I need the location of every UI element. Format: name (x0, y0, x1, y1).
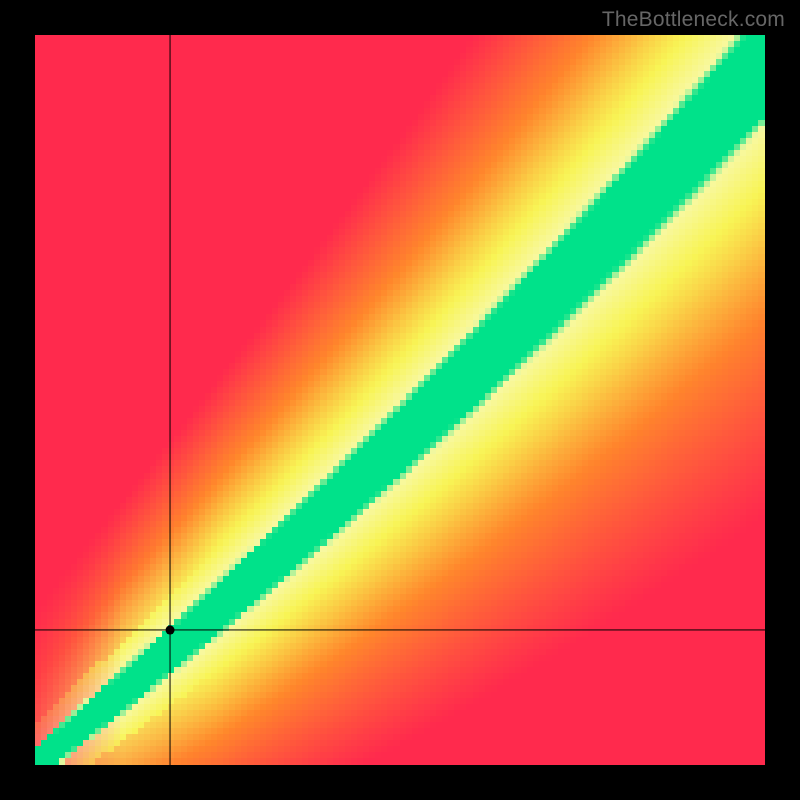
heatmap-canvas (35, 35, 765, 765)
chart-container: TheBottleneck.com (0, 0, 800, 800)
watermark-text: TheBottleneck.com (602, 8, 785, 32)
heatmap-plot (35, 35, 765, 765)
